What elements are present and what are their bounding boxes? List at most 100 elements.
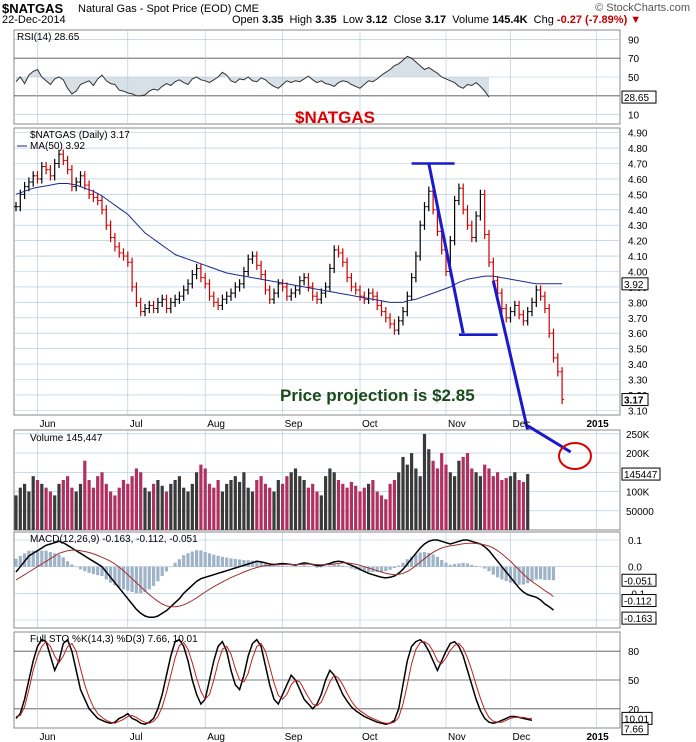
volume-bar [104,483,108,530]
volume-bar [190,483,194,530]
macd-histogram-bar [203,552,207,567]
volume-bar [96,476,100,530]
volume-bar [57,483,61,530]
macd-histogram-bar [152,566,156,586]
chg-label: Chg [533,14,554,26]
volume-bar [375,491,379,530]
price-x-label: Sep [285,419,303,430]
macd-histogram-bar [530,566,534,582]
volume-tick-label: 250K [626,430,650,441]
rsi-line [15,55,490,98]
volume-bar [405,464,409,530]
macd-histogram-bar [173,562,177,567]
macd-histogram-bar [268,565,272,567]
volume-bar [143,487,147,530]
volume-bar [311,483,315,530]
stockcharts-logo: © StockCharts.com [595,2,690,14]
macd-histogram-bar [14,558,18,567]
macd-histogram-bar [534,566,538,580]
macd-histogram-bar [306,566,310,567]
macd-histogram-bar [319,566,323,568]
volume-bar [444,464,448,530]
volume-bar [147,491,151,530]
sto-d-line [15,640,532,724]
macd-histogram-bar [23,553,27,567]
chg-value: -0.27 (-7.89%) [556,14,628,26]
volume-bar [78,483,83,530]
macd-histogram-bar [461,562,465,567]
macd-histogram-bar [448,564,452,567]
volume-last-box [621,467,661,481]
volume-bar [66,476,70,530]
macd-histogram-bar [504,566,508,582]
price-x-label: Jul [130,419,143,430]
volume-bar [134,468,138,530]
ma-last-label: 3.92 [624,280,644,291]
volume-bar [259,476,263,530]
macd-last-label-macd: -0.163 [624,614,653,625]
chart-description: Natural Gas - Spot Price (EOD) CME [78,3,259,15]
volume-bar [371,480,375,530]
volume-bar [44,487,48,530]
macd-histogram-bar [216,555,220,567]
macd-histogram-bar [508,566,513,583]
volume-bar [496,472,500,530]
volume-bar [435,468,439,530]
macd-histogram-bar [272,566,276,567]
ohlc-readout: Open 3.35 High 3.35 Low 3.12 Close 3.17 … [232,14,641,26]
macd-histogram-bar [225,557,229,567]
volume-bar [298,476,302,530]
volume-bar [195,472,199,530]
volume-bar [328,468,332,530]
volume-tick-label: 50000 [626,507,654,518]
volume-bar [276,480,280,530]
macd-histogram-bar [345,566,349,568]
volume-last-label: 145447 [624,470,658,481]
macd-histogram-bar [513,566,517,584]
macd-histogram-bar [384,566,388,572]
volume-bar [526,474,530,530]
macd-histogram-bar [500,566,504,580]
low-label: Low [342,14,363,26]
bottom-x-label: Aug [207,732,225,742]
macd-last-label-signal: -0.112 [624,597,652,608]
volume-bar [53,495,57,530]
price-x-label: 2015 [587,419,610,430]
macd-histogram-bar [354,566,358,570]
macd-histogram-bar [539,566,543,580]
macd-tick-label: 0.1 [628,536,642,547]
price-tick-label: 3.80 [628,298,648,309]
volume-bar [207,483,212,530]
volume-bar [160,485,164,530]
macd-histogram-bar [367,566,371,572]
target-circle [558,442,592,470]
volume-bar [177,476,181,530]
volume-bar [225,483,229,530]
macd-last-box [621,594,657,608]
volume-bar [448,472,452,530]
macd-histogram-bar [517,566,521,585]
macd-histogram-bar [238,559,242,567]
macd-histogram-bar [401,562,405,567]
macd-last-label-hist: -0.051 [624,576,653,587]
macd-histogram-bar [379,566,384,572]
close-last-label: 3.17 [624,396,644,407]
volume-bar [164,491,169,530]
volume-bar [246,487,250,530]
close-last-box [621,393,649,407]
volume-bar [315,491,319,530]
macd-histogram-bar [207,553,212,567]
macd-histogram-bar [195,550,199,567]
volume-bar [332,472,336,530]
volume-bar [418,476,422,530]
macd-histogram-bar [117,566,121,588]
trend-line-projection [491,280,534,450]
macd-histogram-bar [440,560,444,567]
macd-histogram-bar [160,566,164,576]
macd-histogram-bar [375,566,379,572]
macd-histogram-bar [48,552,52,567]
macd-histogram-bar [388,566,392,570]
macd-histogram-bar [40,550,44,567]
macd-histogram-bar [444,562,448,567]
volume-bar [367,483,371,530]
